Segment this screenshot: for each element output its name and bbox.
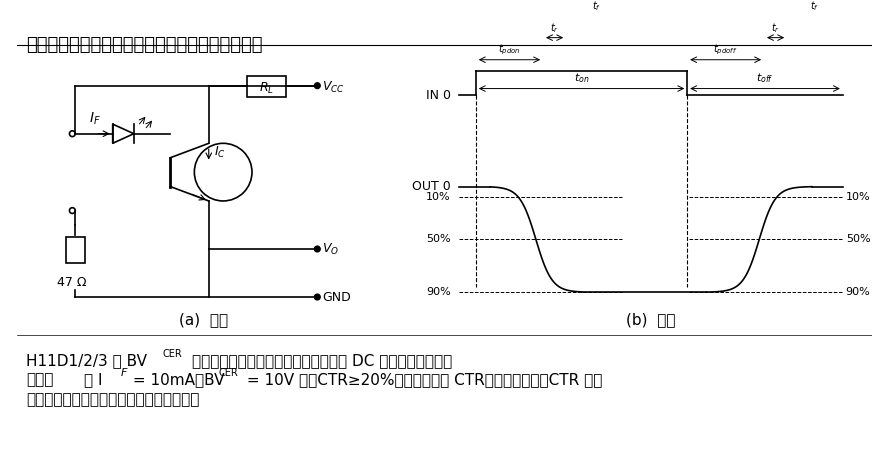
Text: $V_O$: $V_O$ [322, 242, 339, 257]
Text: 特点：: 特点： [26, 372, 53, 387]
Text: $R_L$: $R_L$ [259, 81, 274, 96]
Text: H11D1/2/3 是 BV: H11D1/2/3 是 BV [26, 353, 147, 368]
Text: F: F [120, 368, 126, 378]
Text: (a)  电路: (a) 电路 [180, 312, 229, 327]
Text: 50%: 50% [426, 234, 451, 244]
Text: 50%: 50% [846, 234, 870, 244]
Text: $t_r$: $t_r$ [550, 21, 559, 35]
Text: = 10mA，BV: = 10mA，BV [128, 372, 224, 387]
Text: 用途：用于通信领域，并可代替继电器进行控制。: 用途：用于通信领域，并可代替继电器进行控制。 [26, 36, 263, 54]
Text: 在 I: 在 I [84, 372, 102, 387]
Text: $I_F$: $I_F$ [89, 110, 101, 127]
Text: = 10V 时，CTR≥20%；对正向电流 CTR有良好的线性；CTR 下降: = 10V 时，CTR≥20%；对正向电流 CTR有良好的线性；CTR 下降 [242, 372, 603, 387]
Text: 非常高的光耦合器，用于高阻断电压的 DC 电路和通讯领域。: 非常高的光耦合器，用于高阻断电压的 DC 电路和通讯领域。 [192, 353, 453, 368]
Circle shape [314, 246, 320, 252]
Text: $t_f$: $t_f$ [811, 0, 820, 13]
Text: $t_{pdoff}$: $t_{pdoff}$ [714, 43, 738, 57]
Text: 率低；耦合电容小；高共模瞬变抑制能力。: 率低；耦合电容小；高共模瞬变抑制能力。 [26, 392, 199, 407]
Text: $t_{pdon}$: $t_{pdon}$ [498, 43, 521, 57]
Text: $I_C$: $I_C$ [214, 145, 225, 160]
Text: 47 Ω: 47 Ω [57, 275, 86, 288]
Text: OUT 0: OUT 0 [412, 180, 451, 193]
Text: $t_{off}$: $t_{off}$ [756, 71, 773, 85]
Circle shape [314, 83, 320, 89]
Text: 10%: 10% [426, 192, 451, 202]
Text: GND: GND [322, 291, 351, 304]
Circle shape [314, 294, 320, 300]
Text: CER: CER [163, 349, 182, 359]
Text: 10%: 10% [846, 192, 870, 202]
Text: $t_r$: $t_r$ [771, 21, 780, 35]
Text: 90%: 90% [426, 287, 451, 297]
Text: $t_f$: $t_f$ [593, 0, 602, 13]
Text: CER: CER [218, 368, 239, 378]
Text: IN 0: IN 0 [425, 89, 451, 102]
Text: 90%: 90% [846, 287, 870, 297]
Text: (b)  波形: (b) 波形 [626, 312, 676, 327]
Text: $t_{on}$: $t_{on}$ [574, 71, 589, 85]
Text: $V_{CC}$: $V_{CC}$ [322, 79, 344, 95]
